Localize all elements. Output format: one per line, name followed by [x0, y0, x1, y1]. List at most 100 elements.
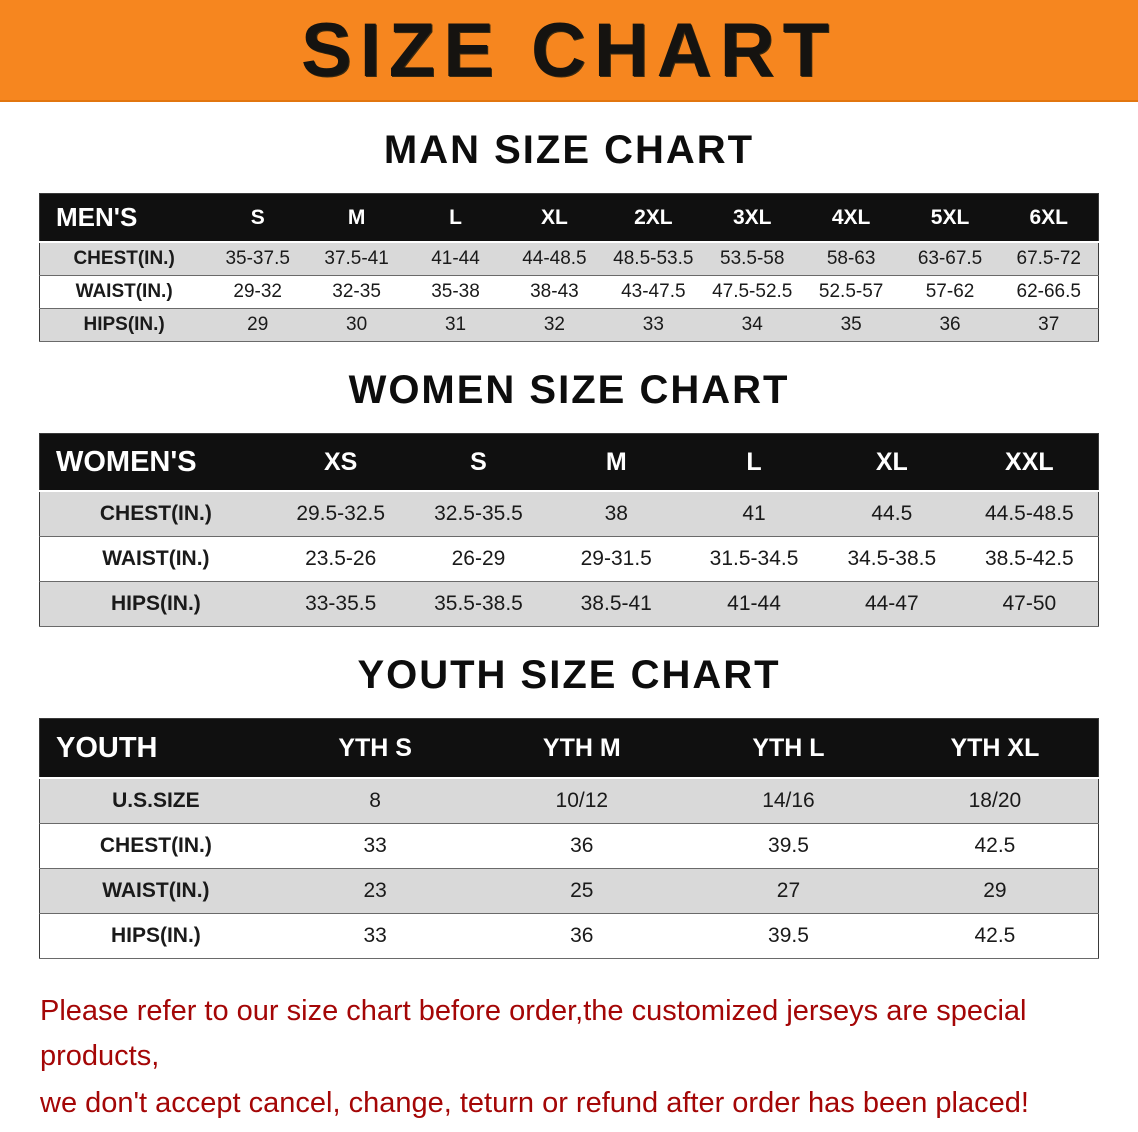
column-header: 6XL [999, 193, 1099, 243]
column-header: 2XL [603, 193, 703, 243]
cell-value: 36 [939, 314, 961, 335]
cell-value: 67.5-72 [1016, 248, 1081, 269]
cell-value: 37 [1038, 314, 1060, 335]
cell-value: 57-62 [925, 281, 975, 302]
table-row: CHEST(IN.) 35-37.5 37.5-41 41-44 44-48.5 48.5… [39, 242, 1099, 276]
cell-value: 18/20 [968, 789, 1022, 812]
cell-value: 30 [346, 314, 368, 335]
cell-value: 32-35 [332, 281, 381, 302]
cell-value: 39.5 [768, 834, 809, 857]
cell-value: 44.5-48.5 [984, 502, 1074, 525]
row-label: HIPS(IN.) [83, 314, 165, 335]
cell-value: 25 [570, 879, 594, 902]
cell-value: 32.5-35.5 [434, 502, 523, 525]
table-row: HIPS(IN.) 33 36 39.5 42.5 [39, 913, 1099, 959]
column-header: 4XL [801, 193, 901, 243]
cell-value: 41 [742, 502, 766, 525]
cell-value: 27 [776, 879, 801, 902]
disclaimer-line-1: Please refer to our size chart before or… [40, 995, 1027, 1072]
footer-disclaimer: Please refer to our size chart before or… [40, 989, 1114, 1126]
table-row: WAIST(IN.) 23.5-26 26-29 29-31.5 31.5-34.5 34… [39, 536, 1099, 582]
table-title-cell: MEN'S [39, 193, 209, 243]
row-label: HIPS(IN.) [110, 592, 201, 615]
table-row: WAIST(IN.) 29-32 32-35 35-38 38-43 43-47.5 47.… [39, 275, 1099, 309]
cell-value: 42.5 [974, 924, 1016, 947]
row-label: CHEST(IN.) [99, 834, 212, 857]
column-header: 5XL [900, 193, 1000, 243]
table-title-cell: YOUTH [39, 718, 272, 779]
cell-value: 34 [741, 314, 763, 335]
cell-value: 36 [570, 924, 594, 947]
cell-value: 53.5-58 [720, 248, 785, 269]
cell-value: 33 [363, 834, 387, 857]
cell-value: 35-38 [431, 281, 480, 302]
cell-value: 63-67.5 [917, 248, 983, 269]
cell-value: 44-48.5 [522, 248, 587, 269]
cell-value: 29 [983, 879, 1007, 902]
row-label: WAIST(IN.) [75, 281, 173, 302]
cell-value: 38-43 [530, 281, 579, 302]
men-size-table: MEN'S S M L XL 2XL 3XL 4XL 5XL 6XL CHEST(IN.) 35-37… [39, 193, 1099, 342]
table-title-cell: WOMEN'S [39, 433, 272, 492]
table-row: WAIST(IN.) 23 25 27 29 [39, 868, 1099, 914]
cell-value: 34.5-38.5 [847, 547, 937, 570]
cell-value: 38 [604, 502, 628, 525]
cell-value: 43-47.5 [621, 281, 686, 302]
row-label: CHEST(IN.) [73, 248, 175, 269]
column-header: XL [822, 433, 961, 492]
cell-value: 37.5-41 [324, 248, 389, 269]
cell-value: 39.5 [768, 924, 809, 947]
table-header-row: WOMEN'S XS S M L XL XXL [39, 433, 1099, 492]
men-size-chart-heading: MAN SIZE CHART [383, 128, 755, 172]
table-row: CHEST(IN.) 33 36 39.5 42.5 [39, 823, 1099, 869]
cell-value: 47.5-52.5 [712, 281, 793, 302]
column-header: M [547, 433, 686, 492]
cell-value: 35-37.5 [225, 248, 290, 269]
section-women: WOMEN SIZE CHART WOMEN'S XS S M L XL XXL CHEST(… [0, 368, 1138, 627]
table-row: HIPS(IN.) 33-35.5 35.5-38.5 38.5-41 41-44 44-… [39, 581, 1099, 627]
cell-value: 10/12 [555, 789, 609, 812]
banner: SIZE CHART [0, 0, 1138, 102]
column-header: YTH L [685, 718, 892, 779]
cell-value: 31 [444, 314, 467, 335]
cell-value: 44.5 [871, 502, 913, 525]
column-header: XL [504, 193, 604, 243]
column-header: YTH XL [891, 718, 1099, 779]
cell-value: 23 [363, 879, 387, 902]
cell-value: 47-50 [1002, 592, 1057, 615]
page-title: SIZE CHART [301, 7, 837, 93]
column-header: M [307, 193, 407, 243]
cell-value: 41-44 [727, 592, 781, 615]
column-header: YTH S [271, 718, 479, 779]
cell-value: 29-32 [233, 281, 282, 302]
column-header: XS [271, 433, 410, 492]
cell-value: 36 [570, 834, 594, 857]
cell-value: 41-44 [431, 248, 480, 269]
column-header: S [409, 433, 548, 492]
column-header: L [685, 433, 823, 492]
cell-value: 29-31.5 [580, 547, 652, 570]
table-header-row: MEN'S S M L XL 2XL 3XL 4XL 5XL 6XL [39, 193, 1099, 243]
column-header: S [208, 193, 308, 243]
youth-size-chart-heading: YOUTH SIZE CHART [357, 653, 781, 697]
cell-value: 8 [369, 789, 381, 812]
column-header: L [406, 193, 505, 243]
cell-value: 29.5-32.5 [296, 502, 386, 525]
section-men: MAN SIZE CHART MEN'S S M L XL 2XL 3XL 4XL 5XL 6XL… [0, 128, 1138, 342]
row-label: WAIST(IN.) [102, 879, 210, 902]
cell-value: 48.5-53.5 [613, 248, 694, 269]
cell-value: 38.5-41 [580, 592, 652, 615]
women-size-table: WOMEN'S XS S M L XL XXL CHEST(IN.) 29.5-32.5 32.5… [39, 433, 1099, 627]
row-label: HIPS(IN.) [110, 924, 201, 947]
youth-size-table: YOUTH YTH S YTH M YTH L YTH XL U.S.SIZE 8 10/12… [39, 718, 1099, 959]
cell-value: 31.5-34.5 [709, 547, 799, 570]
row-label: CHEST(IN.) [99, 502, 212, 525]
table-row: HIPS(IN.) 29 30 31 32 33 34 35 36 37 [39, 308, 1099, 342]
cell-value: 38.5-42.5 [984, 547, 1074, 570]
disclaimer-line-2: we don't accept cancel, change, teturn o… [40, 1086, 1029, 1119]
cell-value: 44-47 [864, 592, 919, 615]
table-header-row: YOUTH YTH S YTH M YTH L YTH XL [39, 718, 1099, 779]
cell-value: 32 [543, 314, 565, 335]
column-header: 3XL [702, 193, 802, 243]
